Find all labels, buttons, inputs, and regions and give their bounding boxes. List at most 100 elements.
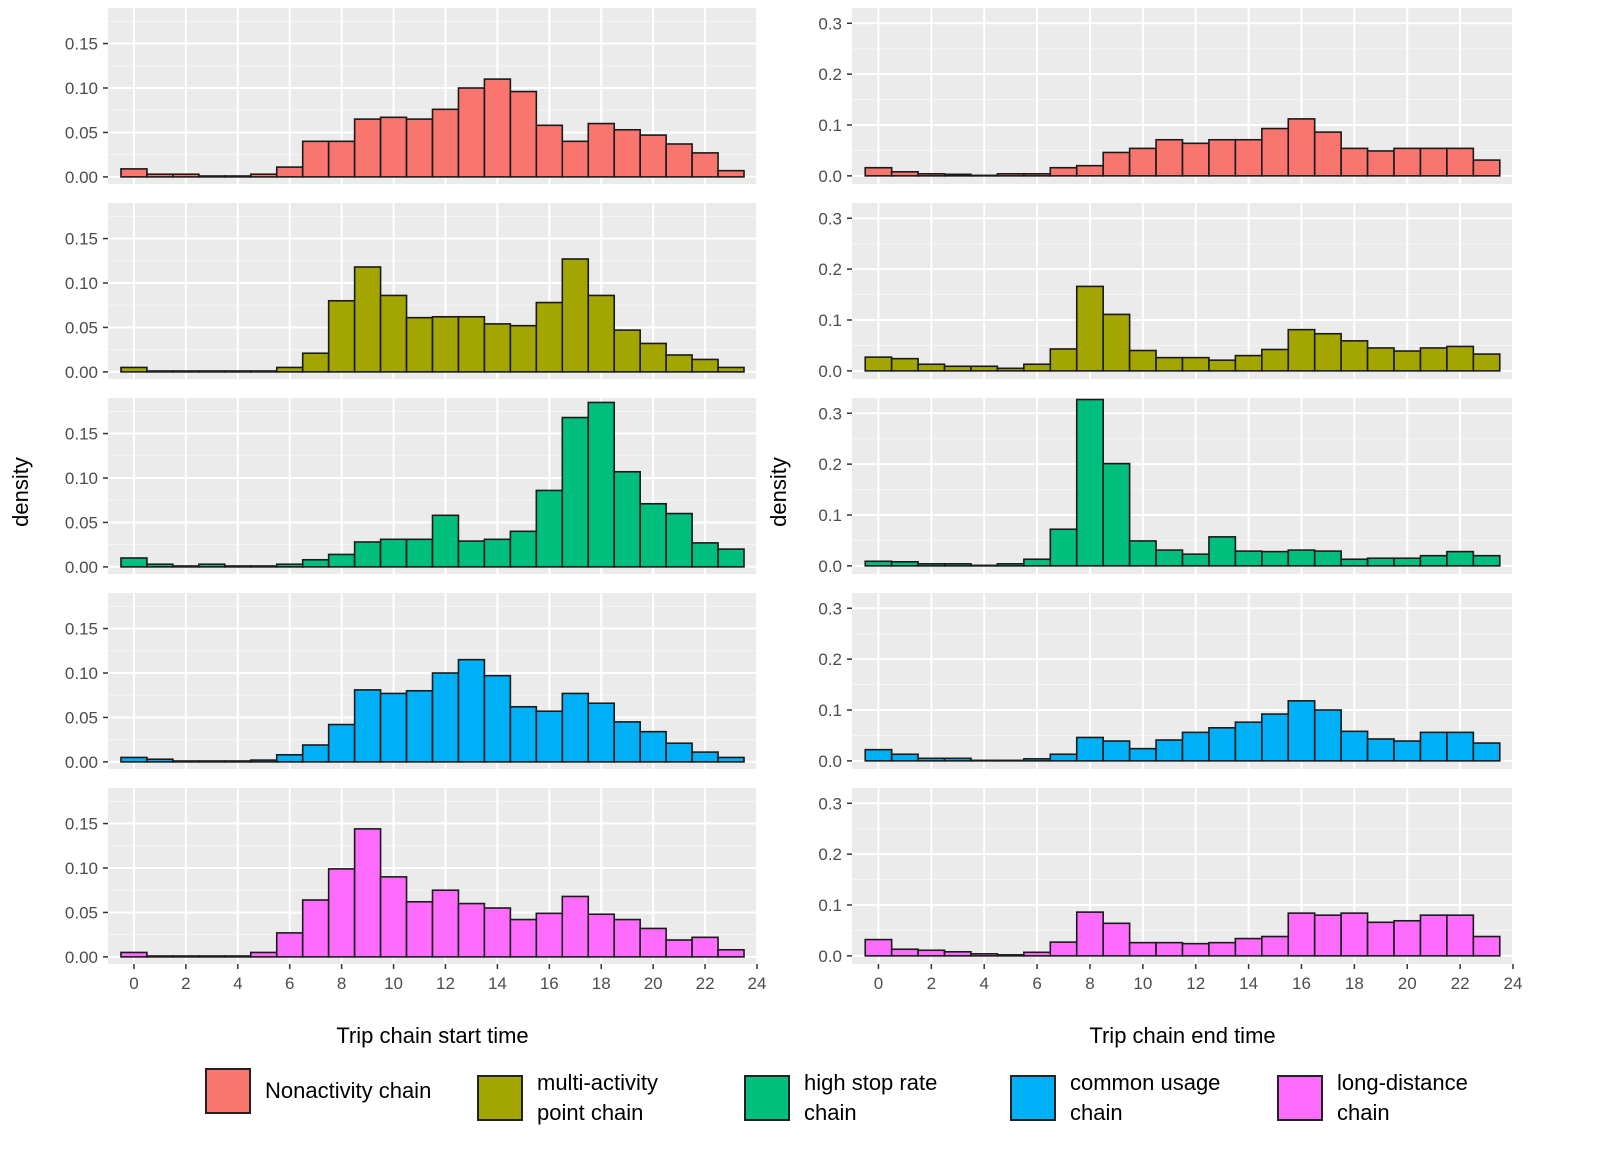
y-tick-label: 0.05 (65, 903, 98, 922)
histogram-bar (1446, 345, 1475, 372)
histogram-bar (1208, 941, 1237, 957)
histogram-bar (943, 757, 972, 762)
histogram-bar (431, 514, 460, 568)
y-tick-label: 0.0 (818, 557, 842, 576)
histogram-bar (996, 173, 1025, 177)
histogram-bar (1075, 164, 1104, 177)
histogram-bar (353, 541, 382, 568)
histogram-bar (405, 900, 434, 958)
histogram-bar (691, 542, 719, 568)
histogram-bar (970, 564, 999, 567)
y-tick-label: 0.15 (65, 425, 98, 444)
histogram-bar (970, 953, 999, 957)
histogram-bar (1313, 131, 1342, 177)
histogram-bar (587, 294, 616, 373)
panel-start-3: 0.00 0.05 0.10 0.15 (65, 398, 758, 577)
histogram-bar (1155, 739, 1184, 762)
histogram-bar (405, 316, 434, 373)
histogram-bar (1234, 354, 1263, 372)
histogram-bar (561, 258, 590, 373)
x-tick-label: 24 (1504, 974, 1523, 993)
histogram-bar (917, 563, 946, 567)
histogram-bar (1155, 356, 1184, 372)
histogram-bar (665, 354, 693, 373)
histogram-bar (1075, 911, 1104, 957)
histogram-bar (970, 365, 999, 372)
histogram-bar (1472, 742, 1501, 762)
histogram-bar (224, 175, 252, 178)
y-tick-label: 0.10 (65, 664, 98, 683)
y-axis-title: density (8, 457, 33, 527)
histogram-bar (1261, 127, 1290, 177)
legend-label-high-stop-rate: high stop rate chain (804, 1070, 938, 1125)
histogram-bar (890, 357, 919, 372)
histogram-bar (1181, 356, 1210, 372)
histogram-bar (327, 140, 356, 178)
x-tick-label: 14 (488, 974, 507, 993)
x-tick-label: 8 (1085, 974, 1094, 993)
histogram-bar (146, 173, 174, 178)
histogram-bar (1313, 709, 1342, 762)
y-tick-label: 0.3 (818, 599, 842, 618)
histogram-bar (890, 560, 919, 567)
histogram-bar (327, 723, 356, 763)
histogram-bar (1049, 528, 1078, 567)
x-tick-label: 16 (540, 974, 559, 993)
histogram-bar (943, 563, 972, 567)
x-tick-label: 20 (644, 974, 663, 993)
histogram-bar (665, 143, 693, 178)
histogram-bar (587, 401, 616, 568)
histogram-bar (613, 721, 641, 763)
x-tick-label: 18 (1345, 974, 1364, 993)
histogram-bar (639, 134, 667, 178)
histogram-bar (379, 538, 408, 568)
histogram-bar (249, 173, 278, 178)
histogram-bar (1075, 398, 1104, 567)
histogram-bar (1261, 348, 1290, 372)
histogram-bar (1049, 941, 1078, 957)
histogram-bar (172, 565, 200, 568)
histogram-bar (613, 918, 641, 958)
x-tick-label: 6 (285, 974, 294, 993)
histogram-bar (431, 889, 460, 958)
histogram-bar (639, 927, 667, 958)
histogram-bar (1234, 550, 1263, 567)
histogram-bar (639, 730, 667, 763)
x-axis-title: Trip chain end time (1089, 1023, 1275, 1048)
x-tick-label: 10 (1133, 974, 1152, 993)
histogram-bar (1075, 285, 1104, 372)
histogram-bar (587, 913, 616, 958)
histogram-bar (1366, 347, 1395, 372)
histogram-bar (535, 912, 564, 958)
y-tick-label: 0.3 (818, 14, 842, 33)
y-tick-label: 0.2 (818, 845, 842, 864)
histogram-bar (1023, 363, 1052, 372)
histogram-bar (1023, 758, 1052, 762)
histogram-bar (561, 140, 590, 178)
histogram-bar (1287, 118, 1316, 177)
histogram-bar (1023, 173, 1052, 177)
histogram-bar (198, 563, 226, 568)
histogram-bar (1419, 731, 1448, 762)
histogram-bar (1366, 557, 1395, 567)
y-tick-label: 0.10 (65, 274, 98, 293)
panel-end-3: 0.0 0.1 0.2 0.3 (818, 398, 1514, 576)
histogram-bar (146, 370, 174, 373)
y-tick-label: 0.00 (65, 948, 98, 967)
histogram-bar (275, 366, 304, 373)
panel-start-4: 0.00 0.05 0.10 0.15 (65, 593, 758, 772)
histogram-bar (1234, 937, 1263, 957)
histogram-bar (301, 744, 330, 763)
histogram-bar (301, 140, 330, 178)
histogram-bar (890, 753, 919, 762)
histogram-bar (864, 938, 893, 957)
histogram-bar (198, 760, 226, 763)
y-tick-label: 0.10 (65, 859, 98, 878)
histogram-bar (224, 370, 252, 373)
histogram-bar (535, 489, 564, 568)
histogram-bar (639, 342, 667, 373)
histogram-bar (864, 166, 893, 177)
x-tick-label: 16 (1292, 974, 1311, 993)
histogram-bar (172, 173, 200, 178)
histogram-bar (509, 324, 538, 373)
